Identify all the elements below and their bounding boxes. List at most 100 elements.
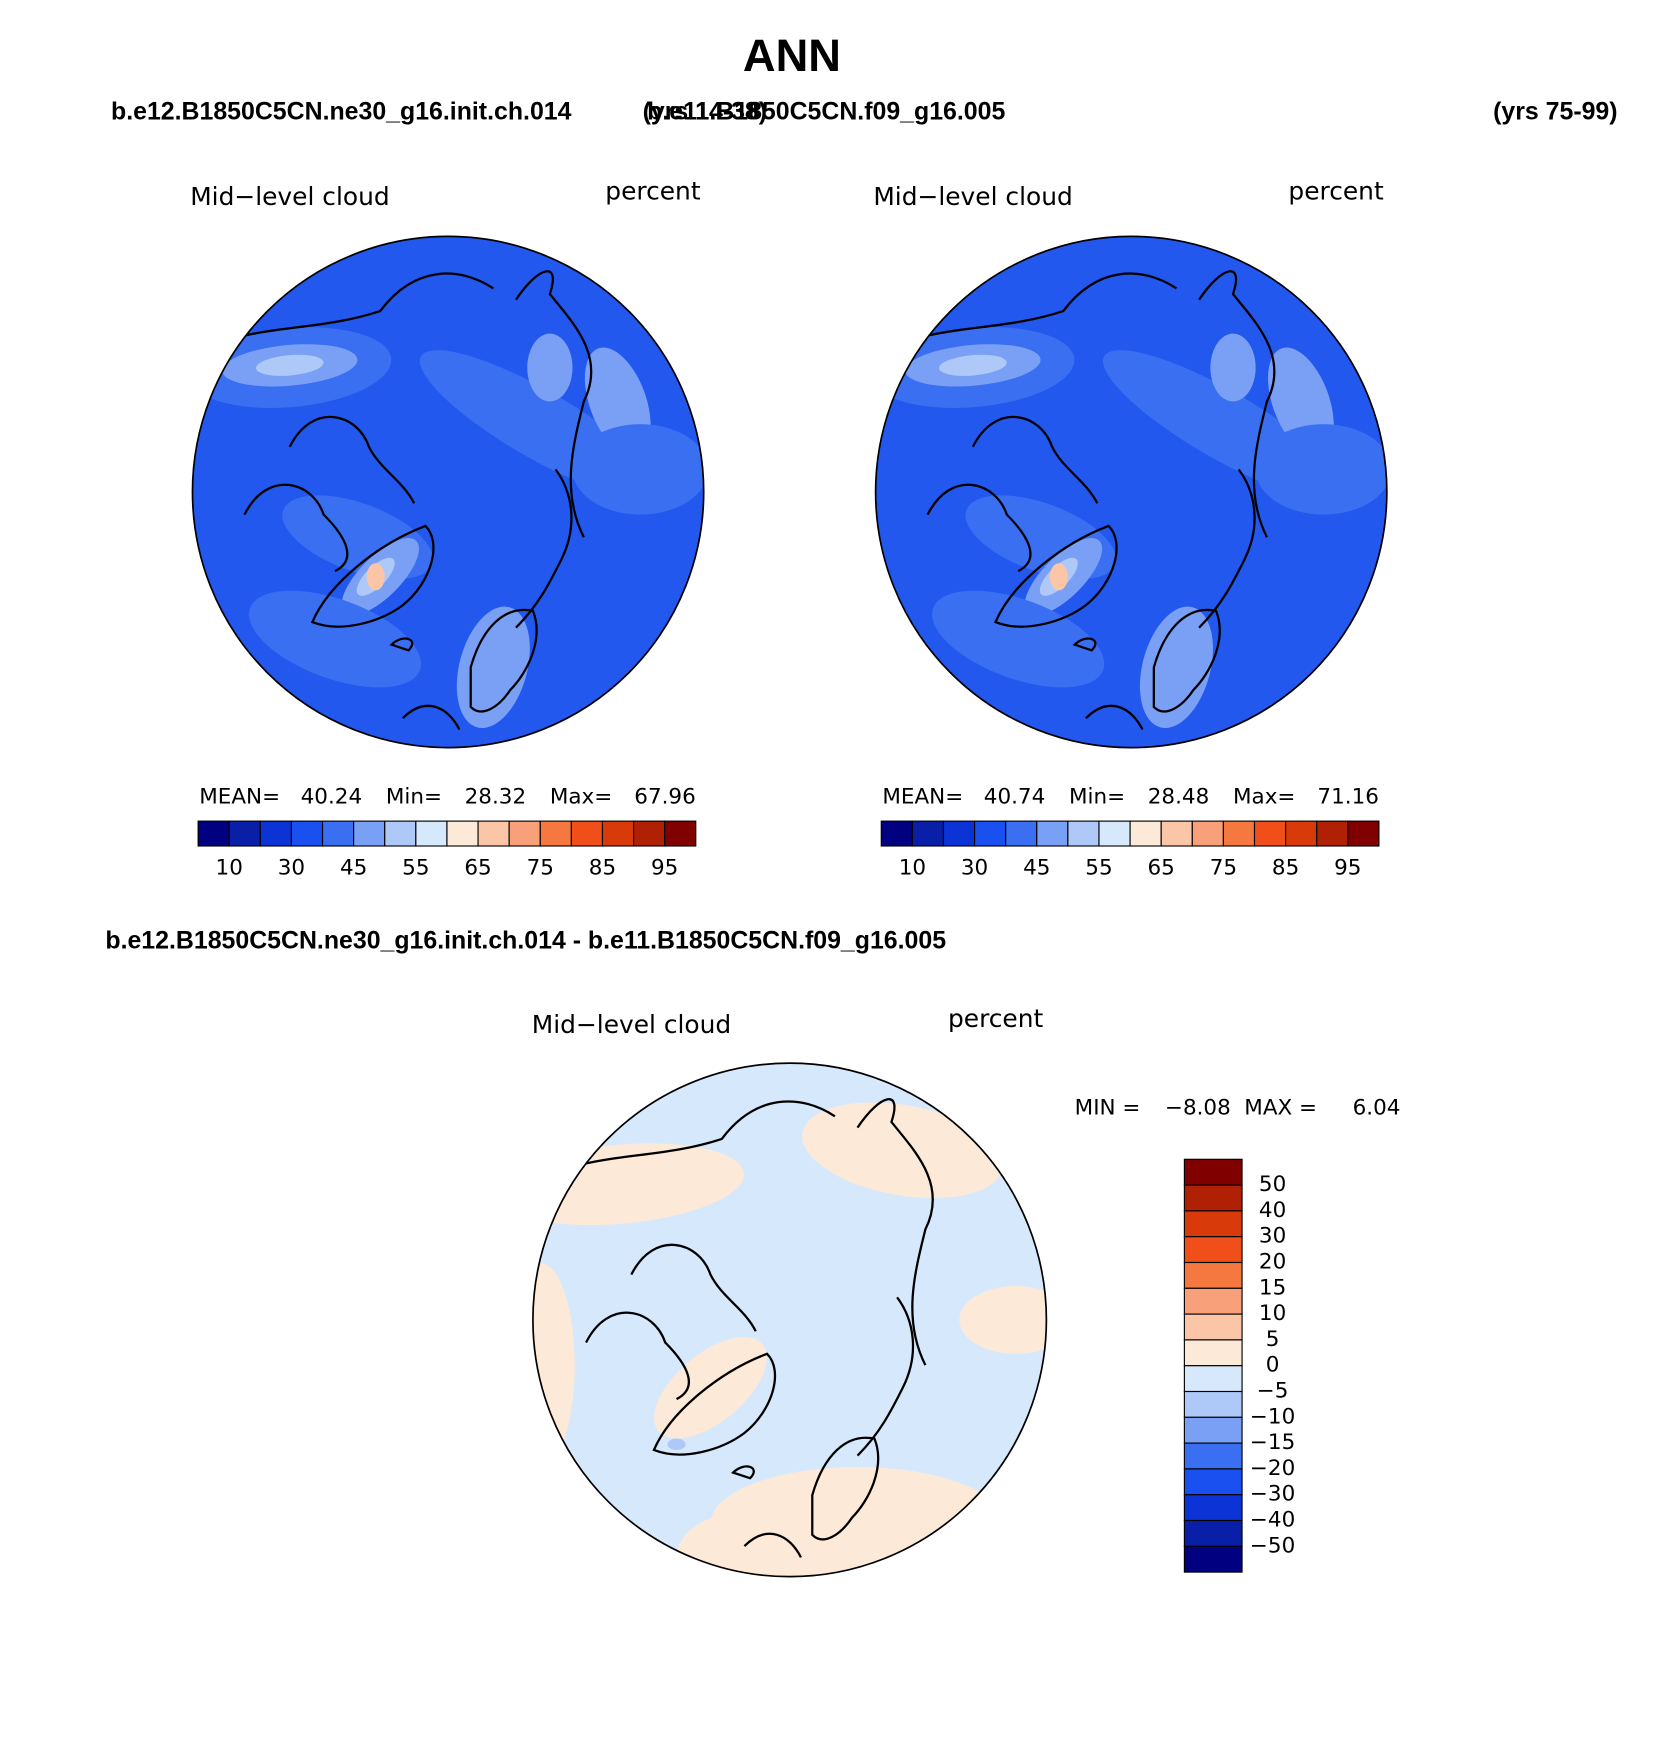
colorbar-label: −50 <box>1250 1533 1295 1558</box>
colorbar-label: 65 <box>1148 856 1175 881</box>
colorbar-label: 85 <box>1272 856 1299 881</box>
colorbar-box <box>1183 1494 1243 1522</box>
colorbar-box <box>1183 1442 1243 1470</box>
colorbar-label: 0 <box>1266 1353 1280 1378</box>
polar-map <box>192 236 704 748</box>
colorbar-label: 10 <box>1259 1301 1286 1326</box>
panel-units: percent <box>948 1004 1044 1033</box>
map-border <box>874 235 1388 749</box>
stat-value: −8.08 <box>1165 1095 1231 1120</box>
colorbar-label: 50 <box>1259 1172 1286 1197</box>
stat-label: Min= <box>1069 784 1125 809</box>
colorbar-box <box>633 820 666 847</box>
colorbar-box <box>1036 820 1069 847</box>
coastline <box>856 1296 915 1457</box>
map-border <box>191 235 705 749</box>
colorbar-box <box>1098 820 1131 847</box>
colorbar-box <box>1183 1339 1243 1367</box>
colorbar-box <box>1183 1313 1243 1341</box>
coastline <box>243 483 349 573</box>
panel-units: percent <box>1288 176 1384 205</box>
stat-label: Max= <box>550 784 612 809</box>
stat-label: Min= <box>386 784 442 809</box>
coastline <box>515 468 573 629</box>
colorbar-box <box>1347 820 1380 847</box>
contour-patch <box>959 1285 1047 1354</box>
coastline <box>1085 704 1144 731</box>
coastline <box>389 637 414 652</box>
contour-patch <box>572 424 704 515</box>
coastline <box>1152 608 1221 713</box>
colorbar-box <box>1316 820 1349 847</box>
colorbar-label: 10 <box>216 856 243 881</box>
contour-patch <box>667 1438 686 1450</box>
colorbar-label: 95 <box>1334 856 1361 881</box>
colorbar-box <box>1005 820 1038 847</box>
coastline <box>630 1243 757 1332</box>
colorbar-label: 30 <box>1259 1224 1286 1249</box>
coastline <box>971 415 1099 504</box>
stat-value: 40.74 <box>984 784 1045 809</box>
map-border <box>532 1062 1048 1578</box>
colorbar-box <box>1183 1416 1243 1444</box>
colorbar-label: 75 <box>1210 856 1237 881</box>
polar-map <box>875 236 1387 748</box>
colorbar-label: 55 <box>1085 856 1112 881</box>
stat-value: 71.16 <box>1317 784 1378 809</box>
colorbar-label: 10 <box>899 856 926 881</box>
contour-patch <box>939 354 1007 376</box>
colorbar-box <box>1183 1390 1243 1418</box>
coastline <box>585 1311 690 1401</box>
colorbar-box <box>290 820 324 847</box>
panel-variable: Mid−level cloud <box>190 182 389 211</box>
colorbar-label: 75 <box>527 856 554 881</box>
colorbar-box <box>1183 1184 1243 1212</box>
coastline <box>515 270 593 538</box>
colorbar-box <box>1285 820 1318 847</box>
stat-label: MIN = <box>1075 1095 1141 1120</box>
colorbar-label: 65 <box>464 856 491 881</box>
figure-title: ANN <box>743 30 841 81</box>
colorbar-box <box>1067 820 1100 847</box>
colorbar-label: −10 <box>1250 1404 1295 1429</box>
colorbar-box <box>911 820 945 847</box>
stat-label: MEAN= <box>882 784 963 809</box>
colorbar-box <box>384 820 417 847</box>
contour-patch <box>366 563 385 591</box>
coastline <box>1072 637 1097 652</box>
colorbar-box <box>664 820 697 847</box>
contour-patch <box>654 1336 767 1439</box>
coastline <box>652 1352 776 1456</box>
contour-patch <box>1049 563 1068 591</box>
colorbar-box <box>974 820 1007 847</box>
colorbar-label: 5 <box>1266 1327 1280 1352</box>
colorbar-box <box>601 820 635 847</box>
contour-patch <box>532 1263 575 1467</box>
colorbar-label: 20 <box>1259 1250 1286 1275</box>
polar-map <box>532 1063 1047 1577</box>
colorbar-box <box>1183 1236 1243 1264</box>
contour-patch <box>248 590 422 688</box>
colorbar-box <box>1253 820 1287 847</box>
stat-value: 6.04 <box>1353 1095 1401 1120</box>
colorbar-box <box>477 820 510 847</box>
colorbar-box <box>415 820 448 847</box>
colorbar-box <box>508 820 541 847</box>
colorbar-label: −15 <box>1250 1430 1295 1455</box>
panel-variable: Mid−level cloud <box>532 1010 731 1039</box>
coastline <box>731 1465 755 1480</box>
colorbar-box <box>1129 820 1162 847</box>
colorbar-box <box>1183 1210 1243 1238</box>
stat-value: 28.48 <box>1148 784 1209 809</box>
stat-label: Max= <box>1233 784 1295 809</box>
colorbar-box <box>228 820 261 847</box>
colorbar-box <box>1183 1287 1243 1315</box>
coastline <box>469 608 538 713</box>
coastline <box>994 524 1118 628</box>
colorbar-box <box>1183 1158 1243 1186</box>
colorbar-box <box>1183 1365 1243 1393</box>
colorbar-box <box>446 820 479 847</box>
colorbar-label: −20 <box>1250 1456 1295 1481</box>
colorbar-box <box>321 820 355 847</box>
